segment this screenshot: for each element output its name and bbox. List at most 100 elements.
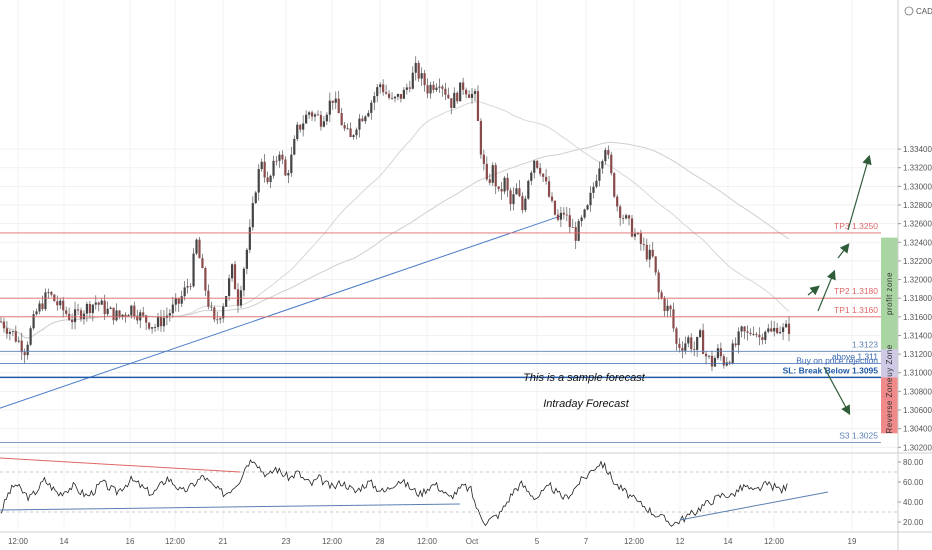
candle-body-200 xyxy=(592,186,595,193)
candle-body-103 xyxy=(305,114,308,124)
oscillator-panel xyxy=(0,452,932,527)
candle-body-191 xyxy=(565,214,568,216)
candle-body-182 xyxy=(539,167,542,174)
y-tick-label-11: 1.32400 xyxy=(903,238,932,247)
candle-body-247 xyxy=(731,343,734,364)
candle-body-20 xyxy=(59,300,62,306)
candle-body-253 xyxy=(749,332,752,334)
candle-body-41 xyxy=(121,314,124,317)
candle-body-15 xyxy=(44,292,47,310)
candle-body-241 xyxy=(713,358,717,367)
candle-body-133 xyxy=(393,96,397,99)
candle-body-165 xyxy=(488,179,491,183)
currency-icon xyxy=(904,6,914,16)
candle-body-119 xyxy=(352,135,355,138)
candle-body-53 xyxy=(156,317,160,328)
candle-body-168 xyxy=(497,186,500,189)
candle-body-108 xyxy=(319,115,323,127)
candle-body-164 xyxy=(485,163,488,180)
candle-body-147 xyxy=(435,87,438,90)
candle-body-42 xyxy=(124,314,127,317)
annotations: This is a sample forecast Intraday Foreca… xyxy=(523,372,646,410)
candle-body-78 xyxy=(230,264,234,279)
candle-body-95 xyxy=(281,154,284,160)
price-levels: TP3 1.3250 TP2 1.3180 TP1 1.3160 1.3123 abov… xyxy=(0,221,881,444)
osc-trendline-resistance xyxy=(0,457,241,473)
candle-body-58 xyxy=(171,304,174,314)
y-tick-label-2: 1.30600 xyxy=(903,406,932,415)
x-tick-label-11: 7 xyxy=(584,537,589,546)
candle-body-30 xyxy=(88,303,91,313)
candle-body-228 xyxy=(675,328,678,344)
candle-body-234 xyxy=(693,349,696,350)
forecast-arrow-0 xyxy=(807,285,820,296)
x-tick-label-14: 14 xyxy=(724,537,733,546)
oscillator-line xyxy=(0,459,788,527)
candle-body-1 xyxy=(2,321,6,329)
level-label-5: SL: Break Below 1.3095 xyxy=(783,365,879,375)
candle-body-207 xyxy=(613,173,616,197)
candle-body-68 xyxy=(201,258,204,269)
candle-body-75 xyxy=(222,306,225,319)
candle-body-57 xyxy=(168,313,171,316)
candle-body-265 xyxy=(784,323,788,328)
candle-body-55 xyxy=(162,317,166,327)
level-label-6: S3 1.3025 xyxy=(839,431,878,441)
y-tick-label-7: 1.31600 xyxy=(903,313,932,322)
candle-body-185 xyxy=(547,181,551,197)
candle-body-0 xyxy=(0,321,3,323)
y-tick-label-3: 1.30800 xyxy=(903,387,932,396)
candle-body-67 xyxy=(198,239,201,259)
candle-body-34 xyxy=(100,300,103,305)
candle-body-224 xyxy=(663,298,666,312)
candle-body-92 xyxy=(272,160,275,176)
candle-body-130 xyxy=(385,92,388,94)
candle-body-29 xyxy=(85,303,89,314)
candle-body-22 xyxy=(65,310,68,314)
candle-body-205 xyxy=(607,150,610,155)
candle-body-128 xyxy=(379,84,382,88)
y-tick-label-0: 1.30200 xyxy=(903,443,932,452)
osc-tick-label-2: 40.00 xyxy=(903,498,924,507)
trendlines xyxy=(0,215,561,409)
candle-body-110 xyxy=(325,114,328,122)
y-tick-label-9: 1.32000 xyxy=(903,276,932,285)
candle-body-159 xyxy=(470,93,474,98)
osc-trendline-support-2 xyxy=(679,491,829,521)
candle-body-240 xyxy=(710,355,714,367)
candle-body-47 xyxy=(139,312,142,321)
forecast-arrow-2 xyxy=(837,243,850,259)
candle-body-151 xyxy=(447,94,450,99)
candle-body-244 xyxy=(722,356,725,366)
candle-body-101 xyxy=(299,124,302,130)
candle-body-13 xyxy=(38,303,41,312)
y-tick-label-6: 1.31400 xyxy=(903,331,932,340)
candle-body-169 xyxy=(500,188,503,192)
candle-body-45 xyxy=(133,305,136,317)
x-tick-label-12: 12:00 xyxy=(624,537,645,546)
candle-body-192 xyxy=(568,215,571,228)
candle-body-59 xyxy=(174,298,177,305)
candle-body-196 xyxy=(580,217,583,222)
candle-body-246 xyxy=(728,362,731,364)
candle-body-170 xyxy=(503,177,506,192)
candle-body-145 xyxy=(429,84,432,94)
buy-label: Buy on price rejection xyxy=(796,355,878,365)
x-tick-label-8: 12:00 xyxy=(417,537,438,546)
candle-body-188 xyxy=(556,214,560,220)
candle-body-250 xyxy=(740,326,743,332)
annotation-sample: This is a sample forecast xyxy=(523,372,646,384)
candle-body-172 xyxy=(509,190,512,205)
candle-body-195 xyxy=(577,221,580,241)
candle-body-88 xyxy=(260,161,263,170)
candle-body-201 xyxy=(595,180,598,187)
candle-body-63 xyxy=(186,286,189,288)
x-tick-label-15: 12:00 xyxy=(764,537,785,546)
candle-body-62 xyxy=(183,287,186,297)
candle-body-229 xyxy=(678,343,681,348)
candle-body-206 xyxy=(610,154,613,174)
candle-body-109 xyxy=(322,121,326,127)
candle-body-87 xyxy=(257,169,260,193)
